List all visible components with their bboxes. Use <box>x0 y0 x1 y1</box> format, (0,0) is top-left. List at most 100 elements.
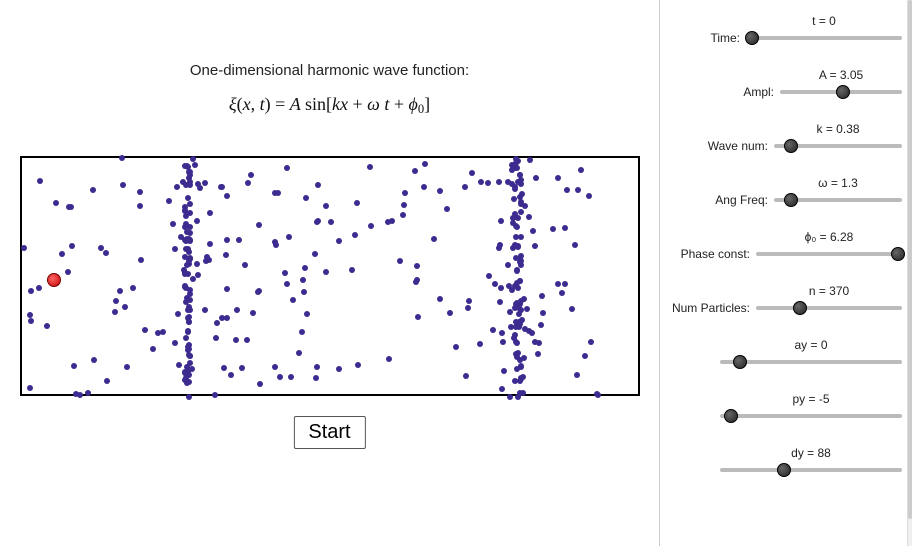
particle <box>532 243 538 249</box>
particle <box>514 267 520 273</box>
slider-ay[interactable] <box>720 354 902 370</box>
particle <box>478 179 484 185</box>
particle <box>186 394 192 400</box>
particle <box>185 237 191 243</box>
particle <box>272 190 278 196</box>
slider-label-ampl: Ampl: <box>668 85 780 99</box>
particle <box>286 234 292 240</box>
particle <box>462 184 468 190</box>
particle <box>207 241 213 247</box>
particle <box>522 203 528 209</box>
slider-ampl[interactable] <box>780 84 902 100</box>
particle <box>224 237 230 243</box>
slider-thumb-ampl[interactable] <box>836 85 850 99</box>
particle <box>288 374 294 380</box>
particle <box>562 225 568 231</box>
particle <box>517 172 523 178</box>
particle <box>497 299 503 305</box>
particle <box>185 195 191 201</box>
particle <box>303 195 309 201</box>
particle <box>185 315 191 321</box>
particle <box>520 390 526 396</box>
slider-nparticles[interactable] <box>756 300 902 316</box>
particle <box>526 214 532 220</box>
particle <box>559 290 565 296</box>
particle <box>27 312 33 318</box>
particle <box>514 340 520 346</box>
slider-py[interactable] <box>720 408 902 424</box>
particle <box>518 298 524 304</box>
particle <box>485 180 491 186</box>
slider-phase[interactable] <box>756 246 902 262</box>
particle <box>28 318 34 324</box>
particle <box>182 270 188 276</box>
slider-thumb-phase[interactable] <box>891 247 905 261</box>
slider-thumb-time[interactable] <box>745 31 759 45</box>
particle <box>517 278 523 284</box>
slider-thumb-wavenum[interactable] <box>784 139 798 153</box>
start-button[interactable]: Start <box>293 416 365 449</box>
particle <box>166 198 172 204</box>
slider-thumb-nparticles[interactable] <box>793 301 807 315</box>
particle <box>124 364 130 370</box>
slider-row-ay: ay = 0 <box>668 338 902 370</box>
particle <box>354 200 360 206</box>
equation-A: A <box>290 94 301 114</box>
particle <box>242 262 248 268</box>
slider-label-nparticles: Num Particles: <box>668 301 756 315</box>
particle <box>187 353 193 359</box>
particle <box>112 309 118 315</box>
slider-dy[interactable] <box>720 462 902 478</box>
particle <box>194 261 200 267</box>
particle <box>85 390 91 396</box>
particle <box>186 258 192 264</box>
particle <box>245 180 251 186</box>
particle <box>368 223 374 229</box>
particle <box>414 263 420 269</box>
particle <box>202 180 208 186</box>
particle <box>412 168 418 174</box>
particle <box>506 283 512 289</box>
particle <box>496 179 502 185</box>
particle <box>184 380 190 386</box>
particle <box>562 281 568 287</box>
particle <box>248 172 254 178</box>
particle <box>499 330 505 336</box>
particle <box>422 161 428 167</box>
slider-thumb-py[interactable] <box>724 409 738 423</box>
slider-thumb-angfreq[interactable] <box>784 193 798 207</box>
highlighted-particle[interactable] <box>47 273 61 287</box>
particle <box>569 306 575 312</box>
slider-time[interactable] <box>746 30 902 46</box>
particle <box>499 386 505 392</box>
particle <box>336 238 342 244</box>
particle <box>234 307 240 313</box>
particle <box>515 285 521 291</box>
particle <box>323 269 329 275</box>
slider-thumb-ay[interactable] <box>733 355 747 369</box>
slider-thumb-dy[interactable] <box>777 463 791 477</box>
particle <box>518 363 524 369</box>
particle <box>150 346 156 352</box>
slider-label-time: Time: <box>668 31 746 45</box>
particle <box>183 213 189 219</box>
particle <box>512 186 518 192</box>
particle <box>21 245 27 251</box>
slider-row-nparticles: n = 370Num Particles: <box>668 284 902 316</box>
equation: ξ(x, t) = A sin[kx + ω t + ϕ0] <box>0 94 659 117</box>
slider-angfreq[interactable] <box>774 192 902 208</box>
particle <box>572 242 578 248</box>
particle <box>385 219 391 225</box>
particle <box>233 337 239 343</box>
particle <box>492 281 498 287</box>
particle <box>175 311 181 317</box>
particle <box>185 246 191 252</box>
particle <box>522 326 528 332</box>
particle <box>120 182 126 188</box>
scrollbar-vertical[interactable] <box>907 0 912 546</box>
slider-value-py: py = -5 <box>668 392 902 406</box>
slider-wavenum[interactable] <box>774 138 902 154</box>
particle <box>486 273 492 279</box>
particle <box>284 281 290 287</box>
particle <box>512 332 518 338</box>
